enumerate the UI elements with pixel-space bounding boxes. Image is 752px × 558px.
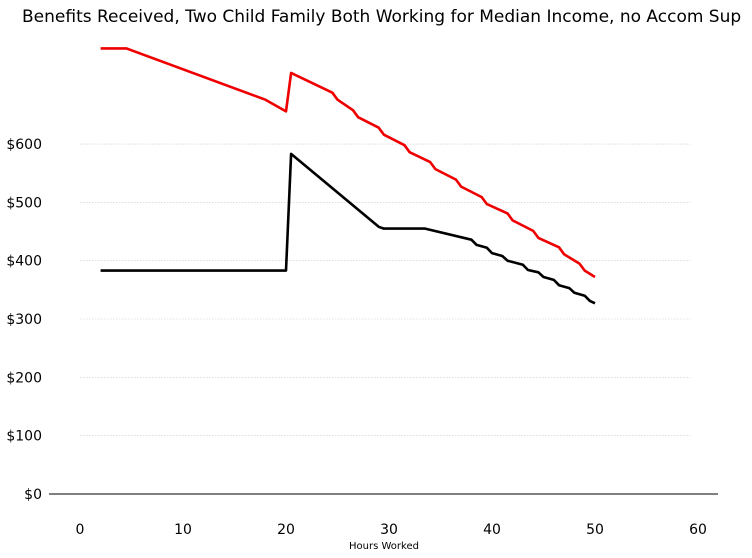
series-line-black (100, 152, 596, 305)
y-tick-label: $500 (6, 195, 42, 211)
x-tick-label: 60 (689, 522, 707, 538)
y-tick-label: $300 (6, 312, 42, 328)
chart-title: Benefits Received, Two Child Family Both… (22, 7, 741, 27)
x-tick-label: 10 (174, 522, 192, 538)
x-tick-label: 20 (277, 522, 295, 538)
gridlines (80, 143, 690, 436)
x-axis-label: Hours Worked (349, 541, 419, 552)
y-tick-label: $600 (6, 137, 42, 153)
y-tick-labels: $0 $100 $200 $300 $400 $500 $600 (6, 137, 42, 503)
y-tick-label: $100 (6, 429, 42, 445)
x-tick-label: 0 (76, 522, 85, 538)
x-tick-label: 40 (483, 522, 501, 538)
y-tick-label: $200 (6, 370, 42, 386)
x-tick-label: 30 (380, 522, 398, 538)
y-tick-label: $0 (24, 487, 42, 503)
series-line-red (100, 47, 596, 279)
x-tick-labels: 0 10 20 30 40 50 60 (76, 522, 707, 538)
y-tick-label: $400 (6, 254, 42, 270)
series-lines (100, 47, 596, 305)
x-tick-label: 50 (586, 522, 604, 538)
